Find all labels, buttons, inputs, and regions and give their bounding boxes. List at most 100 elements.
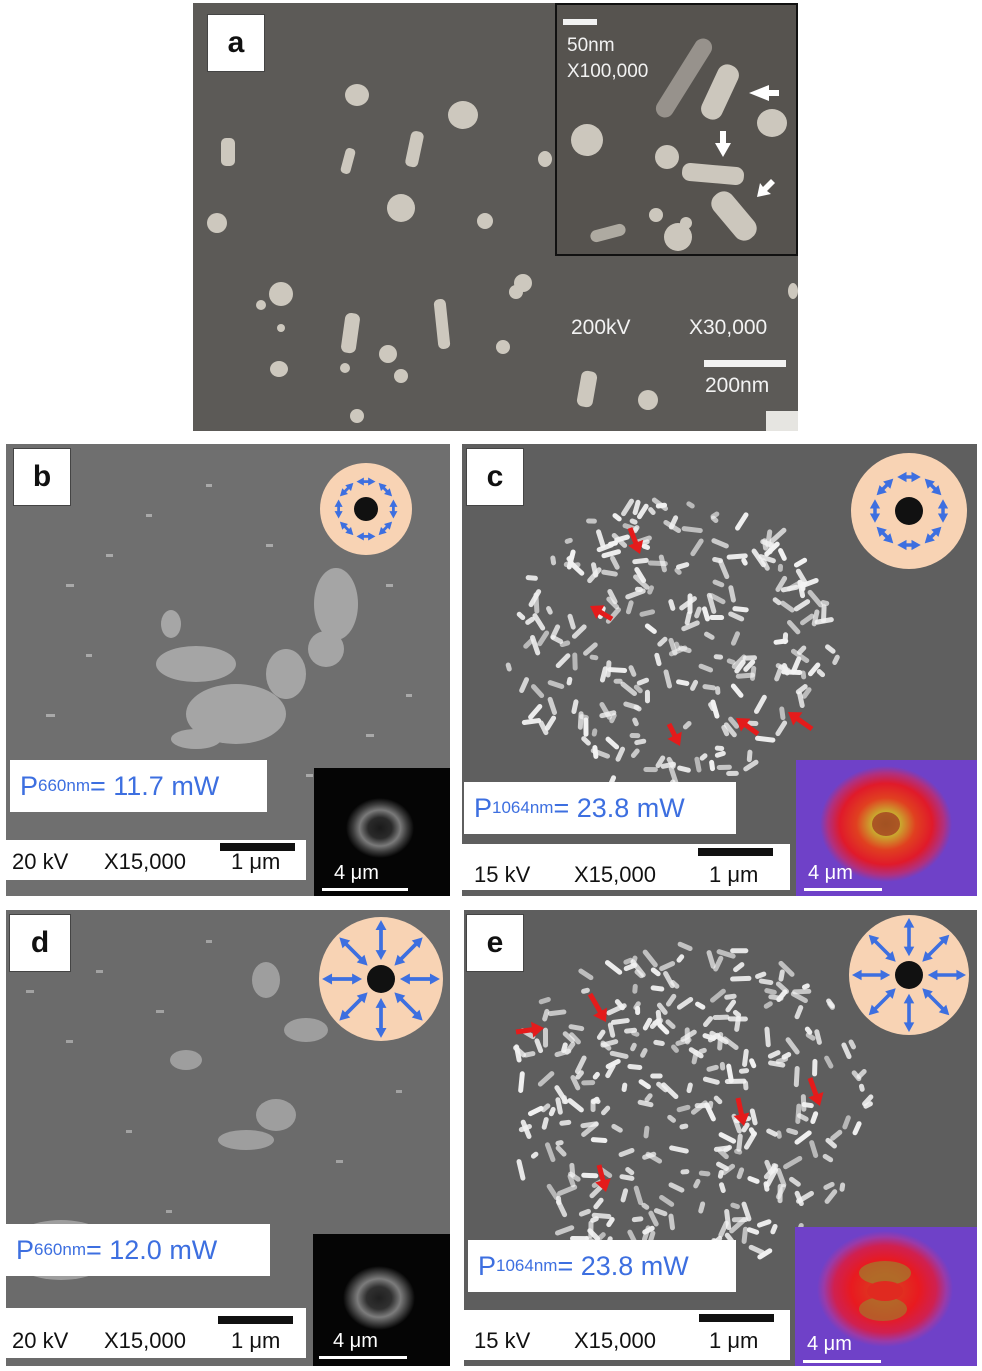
- nanorod: [676, 1104, 691, 1113]
- nanorod: [824, 1189, 838, 1204]
- nanorod: [800, 613, 815, 626]
- nanorod: [542, 1008, 550, 1022]
- polarization-arrow-head: [880, 969, 891, 981]
- laser-power-label: P 660nm = 11.7 mW: [10, 760, 267, 812]
- nanorod: [669, 1145, 689, 1154]
- azimuthal-polarization-icon: [320, 463, 412, 555]
- nanorod: [656, 1081, 669, 1093]
- nanorod: [660, 761, 677, 769]
- nanorod: [605, 736, 620, 750]
- polarization-center-hole: [354, 497, 378, 521]
- nanorod: [653, 1208, 668, 1217]
- nanorod: [768, 994, 784, 1001]
- polarization-center-hole: [895, 961, 923, 989]
- polarization-arrow-head: [883, 478, 894, 489]
- nanorod: [661, 1082, 679, 1100]
- red-arrow-shaft: [794, 715, 814, 732]
- nanorod: [581, 1080, 596, 1086]
- nanorod: [814, 1029, 822, 1045]
- polarization-arrow-head: [375, 997, 387, 1008]
- nanorod: [557, 1184, 578, 1196]
- nanorod: [777, 1183, 783, 1204]
- nanorod: [566, 554, 575, 562]
- nanorod: [668, 515, 679, 530]
- nanorod: [665, 1019, 676, 1030]
- nanorod: [625, 1167, 635, 1176]
- nanorod: [698, 1170, 711, 1177]
- nanorod: [789, 1176, 801, 1187]
- nanorod: [674, 567, 682, 575]
- nanorod: [566, 676, 573, 686]
- nanorod: [708, 593, 726, 605]
- nanorod: [704, 1102, 716, 1122]
- polarization-arrow-head: [897, 539, 907, 551]
- nanorod: [698, 1047, 707, 1054]
- nanorod: [632, 983, 638, 994]
- beam-scale-bar: [319, 1356, 407, 1359]
- nanorod: [822, 1153, 834, 1163]
- radial-polarization-icon: [849, 915, 969, 1035]
- polarization-arrow-head: [384, 488, 393, 497]
- nanorod: [736, 1167, 745, 1180]
- nanorod: [809, 1140, 819, 1158]
- nanorod: [794, 1005, 804, 1020]
- beam-scale-label: 4 μm: [333, 1330, 378, 1352]
- sem-scale-label: 1 μm: [709, 1328, 759, 1353]
- polarization-arrow-head: [924, 533, 935, 544]
- nanorod: [647, 585, 654, 595]
- polarization-arrow-head: [903, 993, 915, 1004]
- nanorod: [824, 1055, 834, 1069]
- nanorod: [738, 1068, 750, 1074]
- nanorod: [607, 667, 628, 674]
- polarization-arrow-head: [903, 946, 915, 957]
- nanorod: [748, 1244, 765, 1255]
- polarization-arrow-head: [897, 471, 907, 483]
- nanorod: [623, 701, 640, 710]
- nanorod: [619, 1174, 635, 1181]
- inset-scale-label: 50nm: [567, 35, 615, 56]
- polarization-arrow-head: [339, 937, 351, 949]
- nanorod: [690, 538, 704, 557]
- nanorod: [755, 735, 776, 743]
- polarization-arrow-head: [922, 988, 933, 999]
- nanorod: [550, 624, 561, 640]
- nanorod: [621, 1082, 628, 1093]
- nanorod-group: [513, 941, 874, 1278]
- nanorod: [554, 1085, 569, 1105]
- sem-info-bar: 15 kV X15,000 1 μm: [464, 1310, 790, 1360]
- nanorod: [677, 765, 691, 773]
- nanorod: [827, 1001, 835, 1010]
- nanorod: [726, 658, 736, 665]
- beam-scale-label: 4 μm: [808, 862, 853, 884]
- nanorod: [825, 1137, 837, 1149]
- nanorod: [567, 1173, 576, 1188]
- power-value: = 23.8 mW: [557, 1250, 689, 1281]
- nanorod: [528, 589, 542, 608]
- nanorod: [614, 534, 630, 543]
- inset-scale-bar: [563, 19, 597, 25]
- nanorod: [581, 1121, 599, 1137]
- polarization-arrow-head: [911, 539, 921, 551]
- nanorod: [709, 614, 725, 621]
- nanorod: [823, 1181, 835, 1190]
- nanorod: [734, 659, 746, 674]
- nanorod: [743, 759, 759, 772]
- nanorod: [753, 694, 767, 714]
- nanorod: [547, 1009, 567, 1017]
- sem-voltage: 15 kV: [474, 1328, 531, 1353]
- nanorod: [741, 1201, 752, 1222]
- polarization-arrow-head: [368, 532, 376, 541]
- nanorod: [698, 663, 714, 673]
- nanorod: [538, 720, 549, 736]
- nanorod: [530, 1151, 539, 1159]
- nanorod: [593, 1197, 604, 1210]
- nanorod: [606, 1003, 627, 1016]
- nanorod: [667, 1114, 676, 1123]
- red-arrow-shaft: [627, 527, 639, 546]
- nanorod: [550, 555, 557, 566]
- nanorod: [654, 652, 662, 667]
- nanorod: [726, 770, 739, 777]
- nanorod: [605, 1058, 621, 1069]
- nanorod: [713, 654, 724, 660]
- sem-scale-label: 1 μm: [231, 1328, 281, 1353]
